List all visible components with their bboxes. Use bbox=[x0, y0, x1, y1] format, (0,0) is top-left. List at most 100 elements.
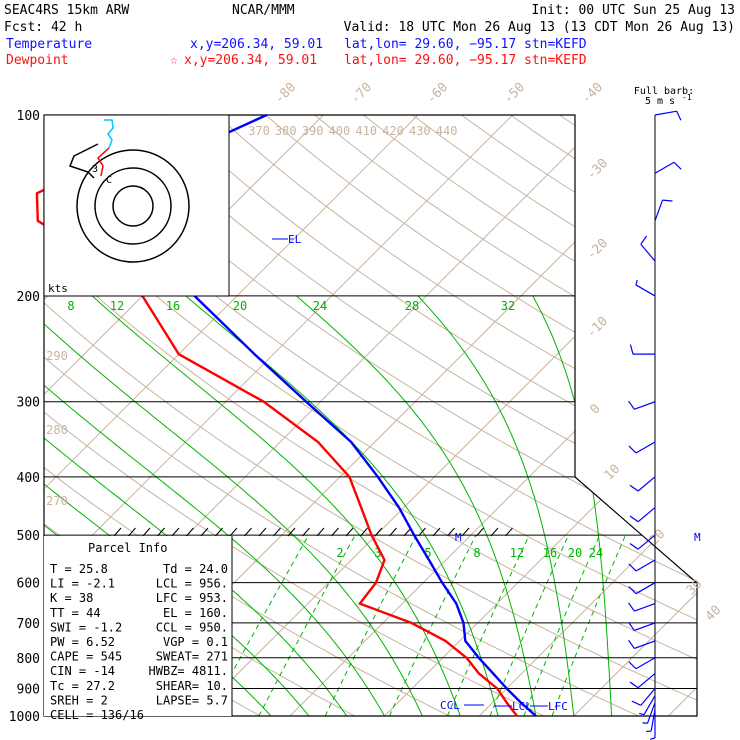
dry-adiabat bbox=[118, 115, 697, 716]
temperature-legend: Temperature bbox=[6, 37, 92, 52]
mixing-ratio-label-lower: 16 bbox=[543, 546, 557, 560]
wind-barb-flag bbox=[639, 712, 645, 716]
pressure-tick-label: 1000 bbox=[9, 710, 40, 725]
hodograph-ring bbox=[94, 167, 172, 245]
isotherm-label: -10 bbox=[584, 314, 611, 341]
wind-barb-shaft bbox=[635, 441, 656, 454]
wind-barb-shaft bbox=[637, 673, 656, 689]
dewpoint-station: stn=KEFD bbox=[524, 53, 587, 68]
theta-label: 400 bbox=[329, 124, 351, 138]
parcel-row-right: Td = 24.0 bbox=[163, 562, 228, 576]
moist-adiabat bbox=[185, 295, 499, 716]
parcel-row-right: SHEAR= 10. bbox=[156, 679, 228, 693]
dry-adiabat bbox=[216, 115, 697, 716]
parcel-row-right: LAPSE= 5.7 bbox=[156, 693, 228, 707]
dry-adiabat bbox=[44, 115, 697, 716]
hatch-mark bbox=[418, 527, 426, 537]
hodograph-unit-label: kts bbox=[48, 282, 68, 295]
parcel-row-left: LI = -2.1 bbox=[50, 577, 115, 591]
dry-adiabat-label: 290 bbox=[46, 349, 68, 363]
mixing-ratio-label-upper: 8 bbox=[67, 299, 74, 313]
isotherm-label: -40 bbox=[579, 80, 606, 107]
hodograph-ring bbox=[76, 149, 190, 263]
el-label: EL bbox=[288, 233, 302, 246]
theta-label: 370 bbox=[248, 124, 270, 138]
mixing-ratio-line bbox=[388, 534, 477, 716]
pressure-tick-label: 800 bbox=[17, 652, 40, 667]
parcel-row-left: T = 25.8 bbox=[50, 562, 108, 576]
isotherm-label: 0 bbox=[587, 401, 603, 417]
wind-barb-shaft bbox=[637, 476, 656, 492]
wind-barb-flag bbox=[662, 199, 673, 202]
parcel-row-left: CIN = -14 bbox=[50, 664, 115, 678]
hatch-mark bbox=[447, 527, 455, 537]
dry-adiabat bbox=[69, 115, 697, 716]
hatch-mark bbox=[128, 527, 136, 537]
moist-adiabat bbox=[417, 295, 575, 716]
dewpoint-star-icon: ☆ bbox=[170, 53, 178, 68]
hatch-mark bbox=[505, 527, 513, 537]
hatch-mark bbox=[432, 527, 441, 537]
lcl-label: LCL bbox=[512, 700, 532, 713]
mixing-ratio-line bbox=[324, 534, 417, 716]
dewpoint-latlon: lat,lon= 29.60, −95.17 bbox=[344, 53, 516, 68]
parcel-row-right: EL = 160. bbox=[163, 606, 228, 620]
wind-barb-shaft bbox=[646, 702, 656, 724]
mixing-ratio-label-lower: 12 bbox=[510, 546, 524, 560]
forecast-hour: Fcst: 42 h bbox=[4, 20, 82, 35]
dry-adiabat-label: 270 bbox=[46, 494, 68, 508]
dry-adiabat bbox=[461, 115, 697, 716]
dry-adiabat bbox=[44, 115, 572, 716]
wind-barb-shaft bbox=[637, 534, 656, 550]
isotherm-line bbox=[573, 115, 697, 716]
isotherm-line bbox=[668, 115, 697, 716]
mixing-ratio-label-lower: 20 bbox=[568, 546, 582, 560]
ccl-label: CCL bbox=[440, 699, 460, 712]
temperature-station: stn=KEFD bbox=[524, 37, 587, 52]
wind-barb-shaft bbox=[643, 695, 656, 716]
wind-barb-flag bbox=[628, 602, 635, 612]
theta-label: 380 bbox=[275, 124, 297, 138]
mixing-ratio-line bbox=[258, 534, 356, 716]
wind-barb-flag bbox=[629, 515, 639, 523]
wind-barb-flag bbox=[628, 563, 637, 572]
wind-barb-shaft bbox=[634, 401, 656, 410]
theta-label: 390 bbox=[302, 124, 324, 138]
hatch-mark bbox=[374, 527, 383, 537]
isotherm-label: 30 bbox=[684, 577, 706, 599]
wind-barb-flag bbox=[629, 542, 639, 550]
theta-label: 410 bbox=[355, 124, 377, 138]
theta-label: 430 bbox=[409, 124, 431, 138]
parcel-row-right: LFC = 953. bbox=[156, 591, 228, 605]
wind-barb-flag bbox=[628, 445, 637, 454]
hodograph-frame bbox=[43, 114, 230, 297]
mixing-ratio-label-upper: 28 bbox=[405, 299, 419, 313]
valid-time: Valid: 18 UTC Mon 26 Aug 13 (13 CDT Mon … bbox=[344, 20, 735, 35]
theta-label: 440 bbox=[436, 124, 458, 138]
wind-barb-flag bbox=[635, 279, 638, 286]
hatch-mark bbox=[258, 527, 267, 537]
temperature-latlon: lat,lon= 29.60, −95.17 bbox=[344, 37, 516, 52]
hatch-mark bbox=[490, 527, 499, 537]
temperature-xy: x,y=206.34, 59.01 bbox=[190, 37, 323, 52]
wind-barb-flag bbox=[650, 737, 656, 740]
parcel-row-right: LCL = 956. bbox=[156, 577, 228, 591]
hatch-mark bbox=[171, 527, 180, 537]
m-marker-left: M bbox=[455, 531, 462, 544]
hatch-mark bbox=[142, 527, 151, 537]
wind-barb-shaft bbox=[635, 582, 656, 595]
wind-barb-shaft bbox=[650, 709, 656, 732]
isotherm-label: -50 bbox=[501, 80, 528, 107]
hatch-mark bbox=[186, 527, 194, 537]
hatch-mark bbox=[476, 527, 484, 537]
isotherm-label: -60 bbox=[424, 80, 451, 107]
dry-adiabat bbox=[167, 115, 697, 716]
parcel-row-left: SREH = 2 bbox=[50, 693, 108, 707]
hatch-mark bbox=[113, 527, 122, 537]
wind-barb-shaft bbox=[635, 559, 656, 572]
mixing-ratio-label-upper: 32 bbox=[501, 299, 515, 313]
mixing-ratio-line bbox=[208, 534, 310, 716]
parcel-row-right: VGP = 0.1 bbox=[163, 635, 228, 649]
pressure-tick-label: 100 bbox=[17, 109, 40, 124]
